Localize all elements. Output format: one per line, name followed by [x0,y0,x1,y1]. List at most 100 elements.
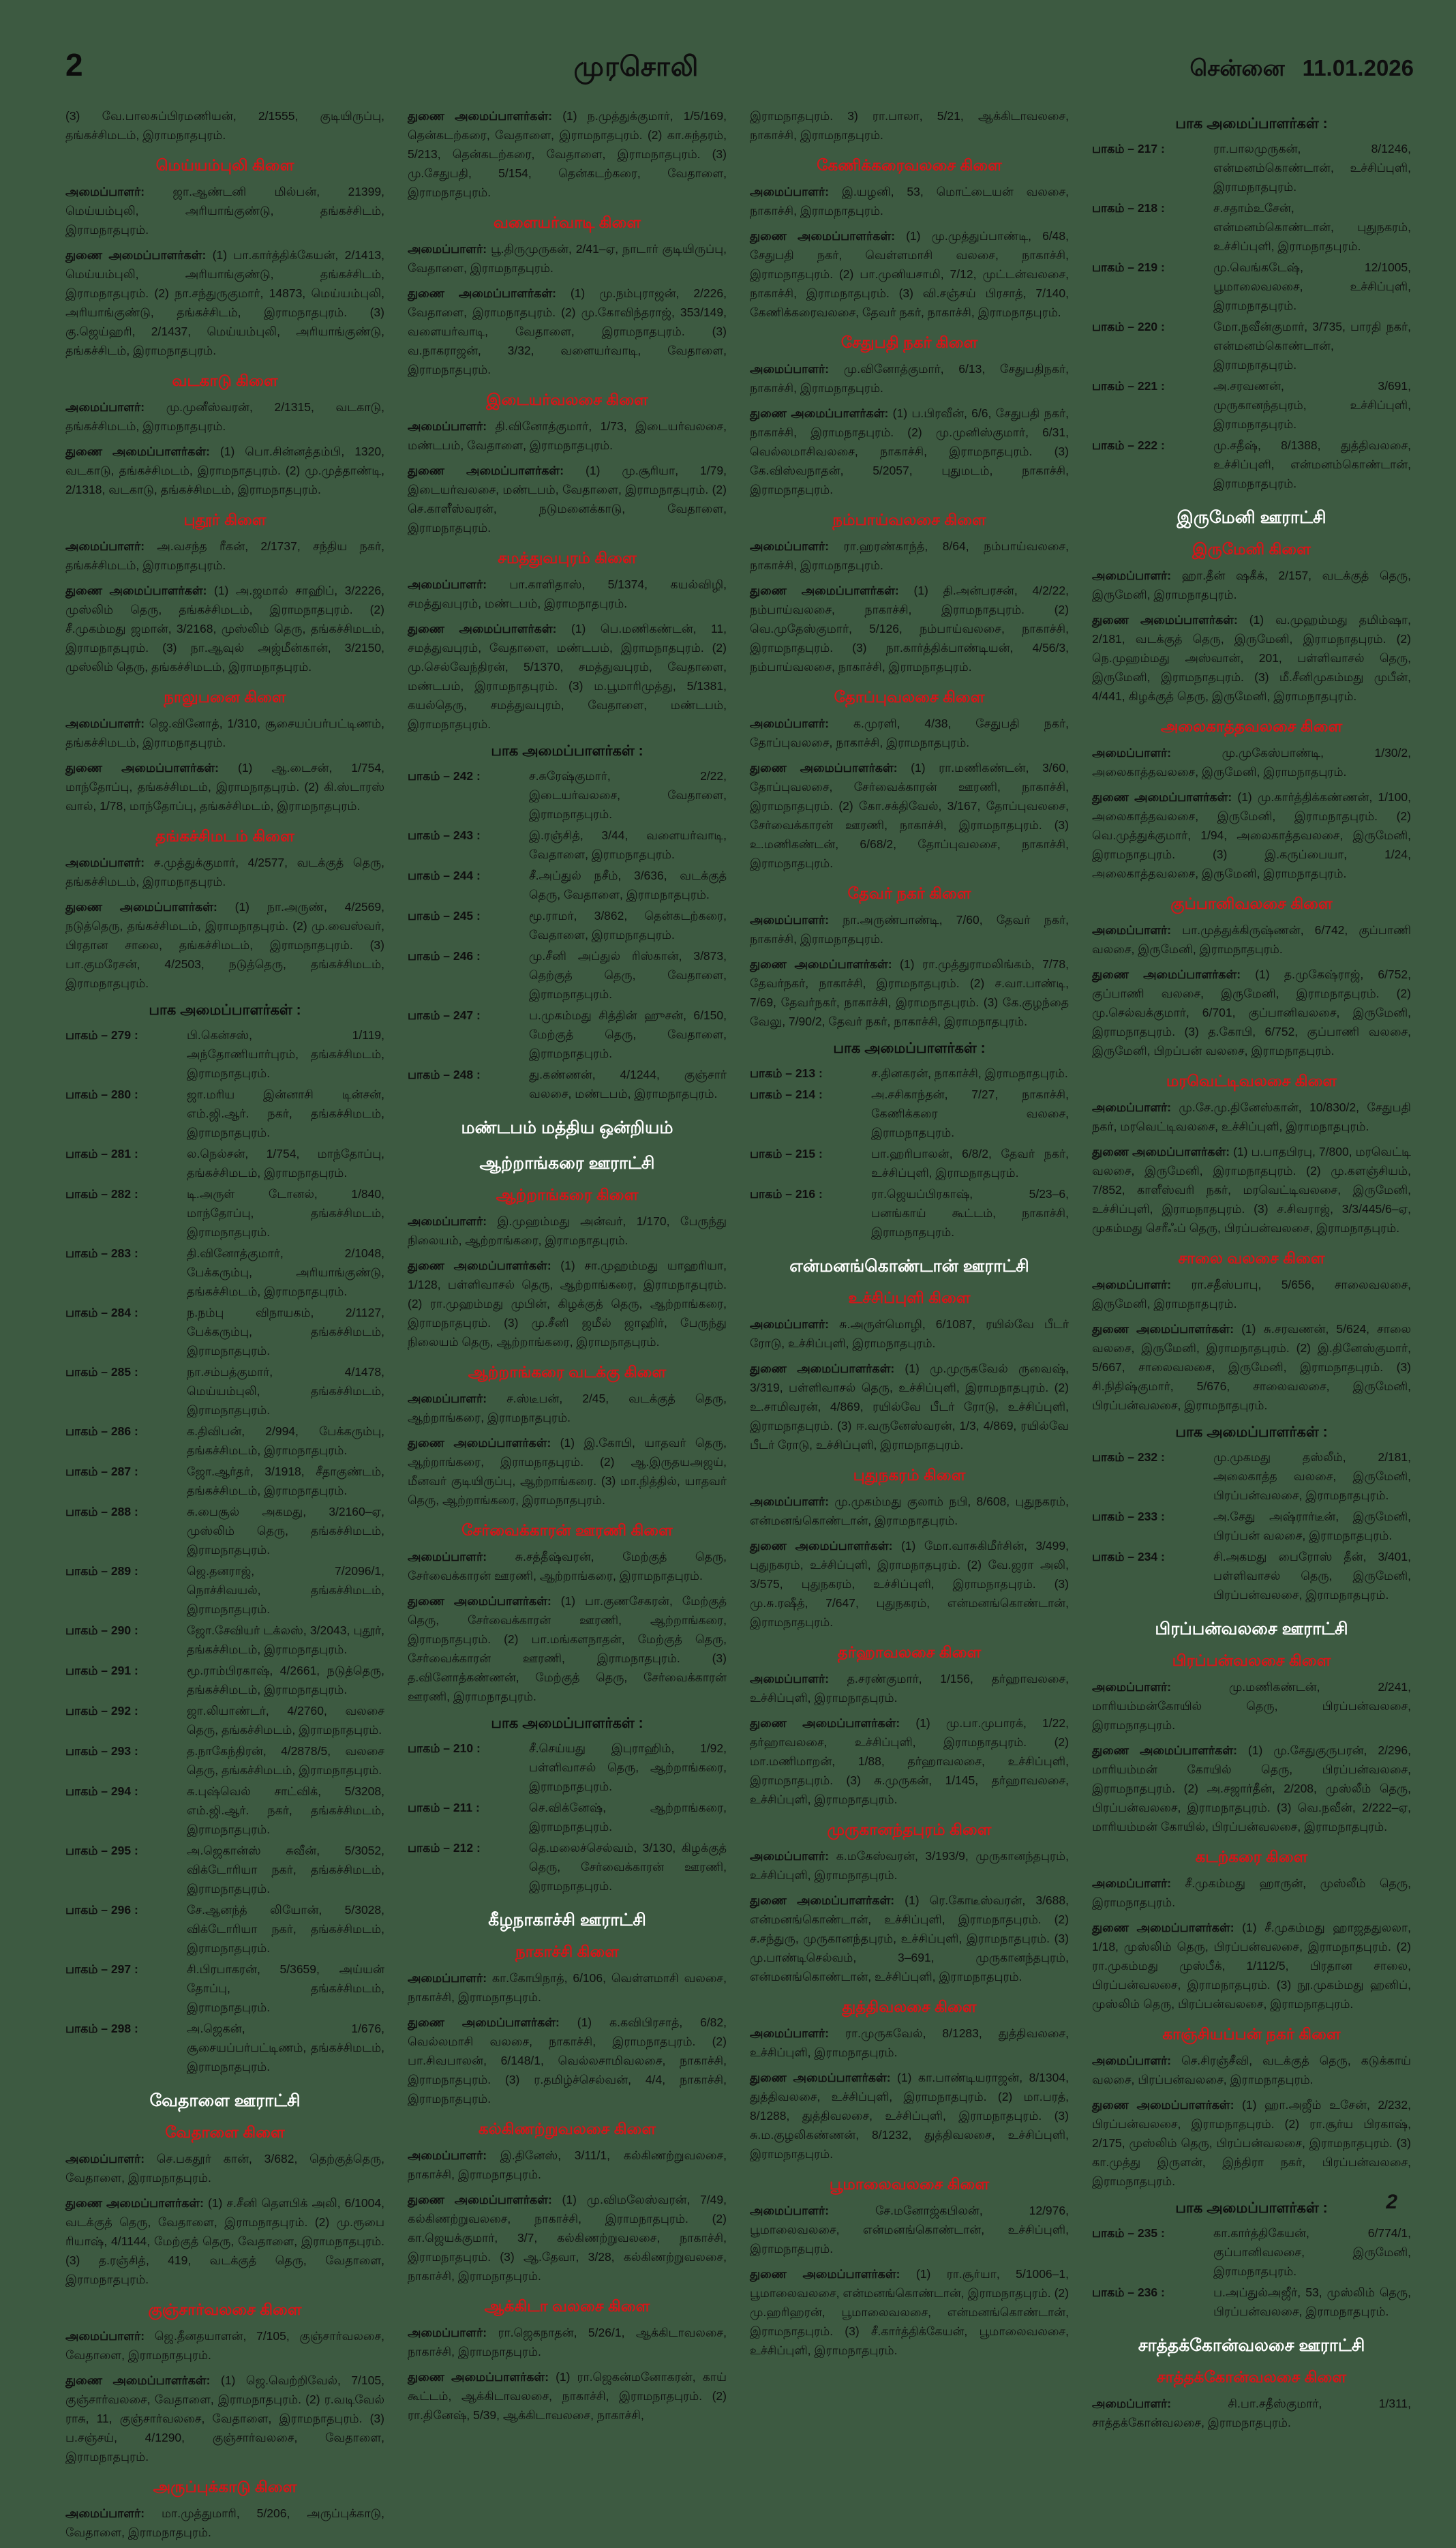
part-label: பாகம் – 246 : [408,949,481,963]
org-paragraph: துணை அமைப்பாளர்கள்: (1) பொ.சின்னத்தம்பி,… [65,445,384,496]
panchayat-banner: வேதாளை ஊராட்சி [149,2091,301,2110]
org-paragraph: அமைப்பாளர்: சே.மனோஜ்கபிலன், 12/976, பூமா… [750,2204,1069,2255]
branch-heading: உச்சிப்புளி கிளை [848,1289,971,1306]
org-paragraph: துணை அமைப்பாளர்கள்: (1) ரா.ஜெகன்மனோகரன்,… [408,2370,727,2422]
paragraph-lead-label: அமைப்பாளர்: [65,400,145,414]
panchayat-banner: சாத்தக்கோன்வலசை ஊராட்சி [1138,2336,1365,2355]
org-paragraph: அமைப்பாளர்: ஜெ.வினோத், 1/310, சூசையப்பர்… [65,717,384,749]
paragraph-lead-label: துணை அமைப்பாளர்கள்: [408,622,557,635]
org-paragraph: துணை அமைப்பாளர்கள்: (1) ஹா.அஜீம் உசேன், … [1092,2098,1411,2188]
part-text: ப.அப்துல்அஜீர், 53, முஸ்லிம் தெரு, பிரப்… [1213,2285,1411,2318]
edition-city: சென்னை [1189,55,1285,80]
part-text: ரா.ஜெயப்பிரகாஷ், 5/23–6, பனங்காய் கூட்டம… [871,1187,1069,1239]
part-label: பாகம் – 290 : [65,1623,138,1637]
part-text: டி.அருள் டோனல், 1/840, மாந்தோப்பு, தங்கச… [187,1187,384,1239]
part-row: பாகம் – 297 : சி.பிரபாகரன், 5/3659, அய்யன… [65,1960,384,2017]
part-label: பாகம் – 286 : [65,1424,138,1438]
org-paragraph: துணை அமைப்பாளர்கள்: (1) சீ.முகம்மது ஹாஜத… [1092,1921,1411,2011]
org-paragraph: அமைப்பாளர்: சி.பா.சதீஸ்குமார், 1/311, சா… [1092,2397,1411,2429]
paragraph-lead-label: துணை அமைப்பாளர்கள்: [750,2267,900,2281]
branch-heading: மரவெட்டிவலசை கிளை [1166,1072,1337,1090]
org-paragraph: துணை அமைப்பாளர்கள்: (1) ப.பிரவீன், 6/6, … [750,406,1069,496]
paragraph-lead-label: துணை அமைப்பாளர்கள்: [65,761,219,775]
part-label: பாகம் – 217 : [1092,142,1165,155]
paragraph-lead-label: துணை அமைப்பாளர்கள்: [1092,1921,1234,1934]
paragraph-lead-label: அமைப்பாளர்: [408,2326,487,2339]
branch-heading: புதூர் கிளை [183,511,267,528]
paragraph-lead-label: துணை அமைப்பாளர்கள்: [750,2071,891,2084]
part-text: சி.அகமது பைரோஸ் தீன், 3/401, பள்ளிவாசல் … [1213,1550,1411,1602]
branch-heading: இடையர்வலசை கிளை [486,391,648,408]
org-paragraph: துணை அமைப்பாளர்கள்: (1) த.முகேஷ்ராஜ், 6/… [1092,968,1411,1058]
part-row: பாகம் – 210 : சீ.செய்யது இபுராஹிம், 1/92,… [408,1739,727,1796]
part-text: மு.சீனி அப்துல் ரிஸ்கான், 3/873, தெற்குத… [529,949,727,1001]
part-label: பாகம் – 213 : [750,1066,823,1080]
org-paragraph: அமைப்பாளர்: ஜா.ஆண்டனி மில்பன், 21399, மெ… [65,185,384,237]
part-label: பாகம் – 232 : [1092,1450,1165,1464]
org-paragraph: அமைப்பாளர்: ச.முத்துக்குமார், 4/2577, வட… [65,856,384,888]
org-paragraph: துணை அமைப்பாளர்கள்: (1) ரெ.கோடீஸ்வரன், 3… [750,1893,1069,1983]
part-text: ரா.பாலமுருகன், 8/1246, என்மனம்கொண்டான், … [1213,142,1411,194]
part-text: தி.வினோத்குமார், 2/1048, பேக்கரும்பு, அர… [187,1246,384,1298]
paragraph-lead-label: அமைப்பாளர்: [750,1495,830,1508]
org-paragraph: துணை அமைப்பாளர்கள்: (1) ரா.சூர்யா, 5/100… [750,2267,1069,2357]
part-label: பாகம் – 296 : [65,1903,138,1917]
part-label: பாகம் – 295 : [65,1844,138,1857]
part-text: மோ.நவீன்குமார், 3/735, பாரதி நகர், என்மன… [1213,320,1411,372]
paragraph-lead-label: அமைப்பாளர்: [408,419,487,433]
part-text: இ.ரஞ்சித், 3/44, வளையர்வாடி, வேதாளை, இரா… [529,828,727,861]
org-paragraph: (3) வே.பாலசுப்பிரமணியன், 2/1555, குடியிர… [65,109,384,142]
paragraph-lead-label: அமைப்பாளர்: [750,717,830,730]
org-paragraph: துணை அமைப்பாளர்கள்: (1) மு.சூரியா, 1/79,… [408,464,727,535]
paragraph-lead-label: துணை அமைப்பாளர்கள்: [1092,790,1232,804]
org-paragraph: அமைப்பாளர்: சீ.முகம்மது ஹாருன், முஸ்லீம்… [1092,1876,1411,1909]
org-paragraph: அமைப்பாளர்: பா.முத்துக்கிருஷ்ணன், 6/742,… [1092,923,1411,956]
part-label: பாகம் – 233 : [1092,1510,1165,1523]
org-paragraph: துணை அமைப்பாளர்கள்: (1) மு.நம்புராஜன், 2… [408,286,727,376]
part-label: பாகம் – 288 : [65,1505,138,1518]
org-paragraph: அமைப்பாளர்: மு.முகம்மது குலாம் நபி, 8/60… [750,1495,1069,1527]
part-row: பாகம் – 221 : அ.சரவணன், 3/691, முருகானந்த… [1092,376,1411,434]
paragraph-lead-label: அமைப்பாளர்: [1092,2397,1172,2410]
paragraph-lead-label: துணை அமைப்பாளர்கள்: [408,464,564,477]
org-paragraph: அமைப்பாளர்: க.முரளி, 4/38, சேதுபதி நகர்,… [750,717,1069,749]
branch-heading: சாத்தக்கோன்வலசை கிளை [1156,2368,1347,2386]
part-row: பாகம் – 218 : ச.சதாம்உசேன், என்மனம்கொண்டா… [1092,198,1411,256]
branch-heading: ஆக்கிடா வலசை கிளை [484,2297,650,2315]
part-label: பாகம் – 294 : [65,1784,138,1798]
masthead-title: முரசொலி [573,52,699,82]
part-label: பாகம் – 236 : [1092,2285,1165,2299]
part-label: பாகம் – 287 : [65,1465,138,1478]
part-label: பாகம் – 212 : [408,1841,481,1855]
paragraph-lead-label: அமைப்பாளர்: [750,539,830,553]
paragraph-lead-label: அமைப்பாளர்: [1092,569,1172,582]
part-text: அ.ஜெகான்ஸ் சுவீன், 5/3052, விக்டோரியா நக… [187,1844,384,1895]
section-subhead: பாக அமைப்பாளர்கள் : [833,1040,986,1056]
part-row: பாகம் – 292 : ஜா.லியாண்டர், 4/2760, வலசை … [65,1701,384,1739]
org-paragraph: துணை அமைப்பாளர்கள்: (1) ரா.முத்துராமலிங்… [750,957,1069,1028]
paragraph-lead-label: அமைப்பாளர்: [408,1550,487,1563]
paragraph-lead-label: அமைப்பாளர்: [408,1392,487,1405]
part-label: பாகம் – 235 : [1092,2226,1165,2240]
org-paragraph: துணை அமைப்பாளர்கள்: (1) சு.சரவணன், 5/624… [1092,1322,1411,1412]
part-label: பாகம் – 279 : [65,1028,138,1042]
part-row: பாகம் – 217 : ரா.பாலமுருகன், 8/1246, என்ம… [1092,139,1411,196]
paragraph-lead-label: துணை அமைப்பாளர்கள்: [65,900,217,914]
branch-heading: வளையர்வாடி கிளை [493,213,641,231]
org-paragraph: அமைப்பாளர்: ரா.முருகவேல், 8/1283, துத்தி… [750,2026,1069,2059]
part-row: பாகம் – 242 : ச.சுரேஷ்குமார், 2/22, இடையர… [408,766,727,824]
paragraph-lead-label: துணை அமைப்பாளர்கள்: [408,1594,551,1608]
paragraph-lead-label: துணை அமைப்பாளர்கள்: [65,584,207,597]
part-label: பாகம் – 282 : [65,1187,138,1201]
part-text: அ.ஜெகன், 1/676, சூசையப்பர்பட்டிணம், தங்க… [187,2022,384,2073]
part-row: பாகம் – 214 : அ.சசிகாந்தன், 7/27, நாகாச்ச… [750,1085,1069,1142]
part-text: மு.முகமது தஸ்லீம், 2/181, அலைகாத்த வலசை,… [1213,1450,1411,1502]
branch-heading: கல்கிணற்றுவலசை கிளை [478,2120,656,2138]
part-text: கா.கார்த்திகேயன், 6/774/1, குப்பானிவலசை,… [1213,2226,1411,2278]
branch-heading: வடகாடு கிளை [172,372,278,389]
section-subhead: பாக அமைப்பாளர்கள் : [491,1715,643,1731]
part-text: த.நாகேந்திரன், 4/2878/5, வலசை தெரு, தங்க… [187,1744,384,1777]
part-label: பாகம் – 280 : [65,1088,138,1101]
branch-heading: இருமேனி கிளை [1192,540,1311,558]
org-paragraph: துணை அமைப்பாளர்கள்: (1) க.கவிபிரசாத், 6/… [408,2015,727,2105]
